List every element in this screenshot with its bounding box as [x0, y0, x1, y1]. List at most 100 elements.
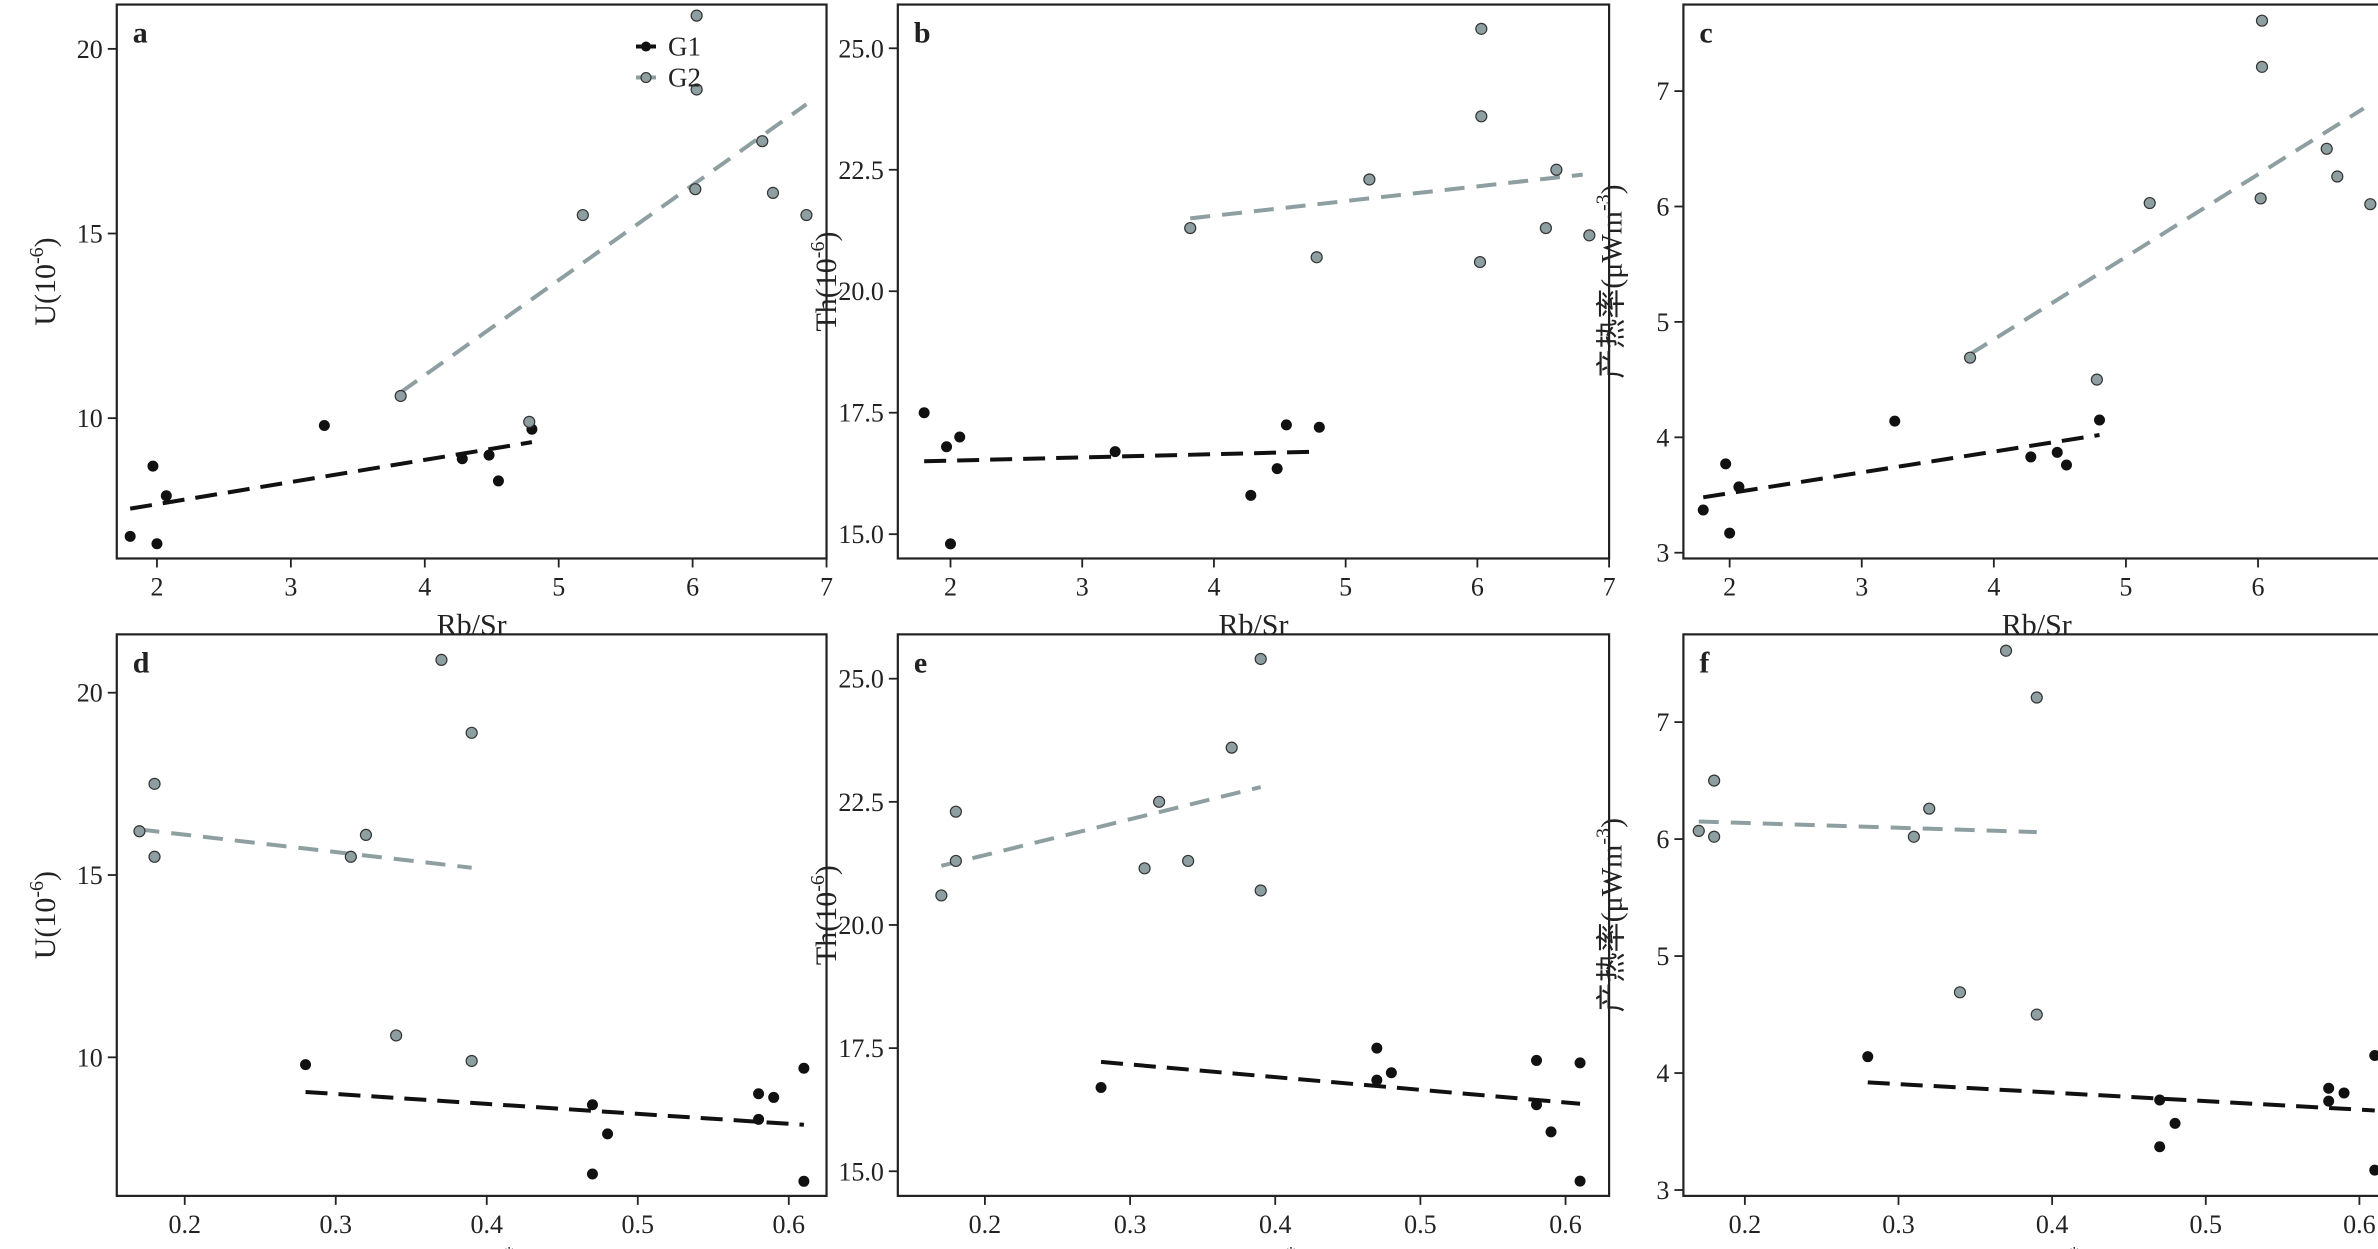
y-tick-label: 15: [77, 861, 103, 890]
point-g2: [2090, 373, 2103, 386]
point-g1: [1733, 481, 1745, 493]
point-g2: [1583, 229, 1596, 242]
x-tick-label: 5: [1339, 572, 1352, 601]
y-tick-label: 17.5: [838, 1034, 884, 1063]
point-g1: [2154, 1141, 2166, 1153]
x-tick-label: 5: [552, 572, 565, 601]
point-g2: [690, 83, 703, 96]
y-tick-label: 20: [77, 679, 103, 708]
point-g2: [2364, 198, 2377, 211]
x-tick-label: 3: [284, 572, 297, 601]
point-g2: [133, 825, 146, 838]
x-axis-label: Eu/Eu*: [1211, 1243, 1296, 1249]
x-tick-label: 3: [1855, 572, 1868, 601]
point-g2: [689, 183, 702, 196]
x-tick-label: 0.6: [773, 1210, 806, 1239]
y-tick-label: 7: [1656, 77, 1669, 106]
y-axis-label: 产热率(μWm-3): [1592, 184, 1628, 378]
point-g1: [483, 449, 495, 461]
trend-line-g1: [129, 440, 533, 511]
point-g1: [1574, 1057, 1586, 1069]
point-g1: [2338, 1087, 2350, 1099]
panel-d: d 0.2 0.3 0.4 0.5 0.6 10 15 20 Eu/Eu* U(10-6): [26, 633, 828, 1249]
panel-e: e 0.2 0.3 0.4 0.5 0.6 15.0 17.5 20.0 22.5 25.0 Eu/E…: [807, 633, 1611, 1249]
trend-line-g1: [305, 1089, 805, 1127]
x-tick-label: 0.3: [319, 1210, 352, 1239]
point-g1: [1109, 446, 1121, 458]
trend-line-g2: [1698, 819, 2037, 835]
point-g2: [1254, 652, 1267, 666]
x-tick-label: 0.4: [471, 1210, 504, 1239]
point-g1: [1697, 504, 1709, 516]
point-g1: [2154, 1094, 2166, 1106]
point-g1: [318, 420, 330, 432]
x-tick-label: 5: [2119, 572, 2132, 601]
point-g2: [2030, 691, 2043, 704]
trend-line-g2: [1190, 172, 1583, 221]
point-g2: [2255, 14, 2269, 27]
y-tick-label: 5: [1656, 942, 1669, 971]
point-g1: [1280, 419, 1292, 431]
panel-letter: f: [1699, 646, 1710, 679]
x-tick-label: 7: [1603, 572, 1616, 601]
y-tick-label: 20.0: [838, 277, 884, 306]
point-g1: [124, 530, 136, 542]
point-g2: [1550, 163, 1563, 176]
trend-line-g2: [399, 102, 808, 394]
y-tick-label: 15.0: [838, 1157, 884, 1186]
point-g1: [1545, 1126, 1557, 1138]
point-g1: [1889, 415, 1901, 427]
point-g1: [954, 431, 966, 443]
point-g1: [918, 407, 930, 419]
point-g2: [1999, 644, 2013, 657]
point-g2: [1475, 110, 1488, 123]
point-g2: [1923, 802, 1936, 815]
x-tick-label: 6: [2252, 572, 2265, 601]
point-g1: [151, 538, 163, 550]
y-tick-label: 15: [77, 220, 103, 249]
y-tick-label: 15.0: [838, 520, 884, 549]
point-g1: [1313, 421, 1325, 433]
point-g1: [753, 1113, 765, 1125]
point-g1: [2323, 1095, 2335, 1107]
point-g1: [1371, 1074, 1383, 1086]
x-tick-label: 6: [686, 572, 699, 601]
point-g1: [2060, 459, 2072, 471]
point-g1: [2051, 446, 2063, 458]
point-g2: [2143, 196, 2156, 210]
point-g1: [300, 1059, 312, 1071]
point-g1: [147, 460, 159, 472]
point-g2: [1692, 824, 1705, 837]
trend-line-g2: [1969, 106, 2365, 356]
x-axis-label: Rb/Sr: [437, 608, 507, 641]
point-g2: [1963, 351, 1977, 364]
x-tick-label: 4: [418, 572, 431, 601]
point-g2: [1184, 221, 1197, 235]
x-tick-label: 7: [820, 572, 833, 601]
point-g2: [2254, 192, 2267, 205]
panel-letter: b: [914, 17, 931, 50]
point-g2: [2255, 60, 2269, 73]
y-tick-label: 22.5: [838, 156, 884, 185]
point-g2: [1363, 173, 1376, 186]
point-g2: [1953, 986, 1967, 999]
point-g2: [148, 777, 161, 790]
point-g2: [435, 653, 448, 666]
point-g1: [1574, 1175, 1586, 1187]
x-tick-label: 0.2: [168, 1210, 201, 1239]
point-g2: [1475, 22, 1488, 35]
y-axis-label: U(10-6): [26, 871, 62, 959]
y-tick-label: 4: [1656, 1059, 1669, 1088]
point-g1: [768, 1091, 780, 1103]
x-tick-label: 4: [1207, 572, 1220, 601]
y-axis-label: Th(10-6): [807, 232, 843, 332]
x-tick-label: 0.5: [2190, 1210, 2223, 1239]
x-tick-label: 0.3: [1114, 1210, 1147, 1239]
y-tick-label: 10: [77, 1043, 103, 1072]
plot-frame: [896, 633, 1611, 1197]
point-g1: [2323, 1082, 2335, 1094]
point-g2: [1182, 854, 1195, 868]
x-axis-label: Eu/Eu*: [1994, 1243, 2079, 1249]
point-g1: [456, 453, 468, 465]
